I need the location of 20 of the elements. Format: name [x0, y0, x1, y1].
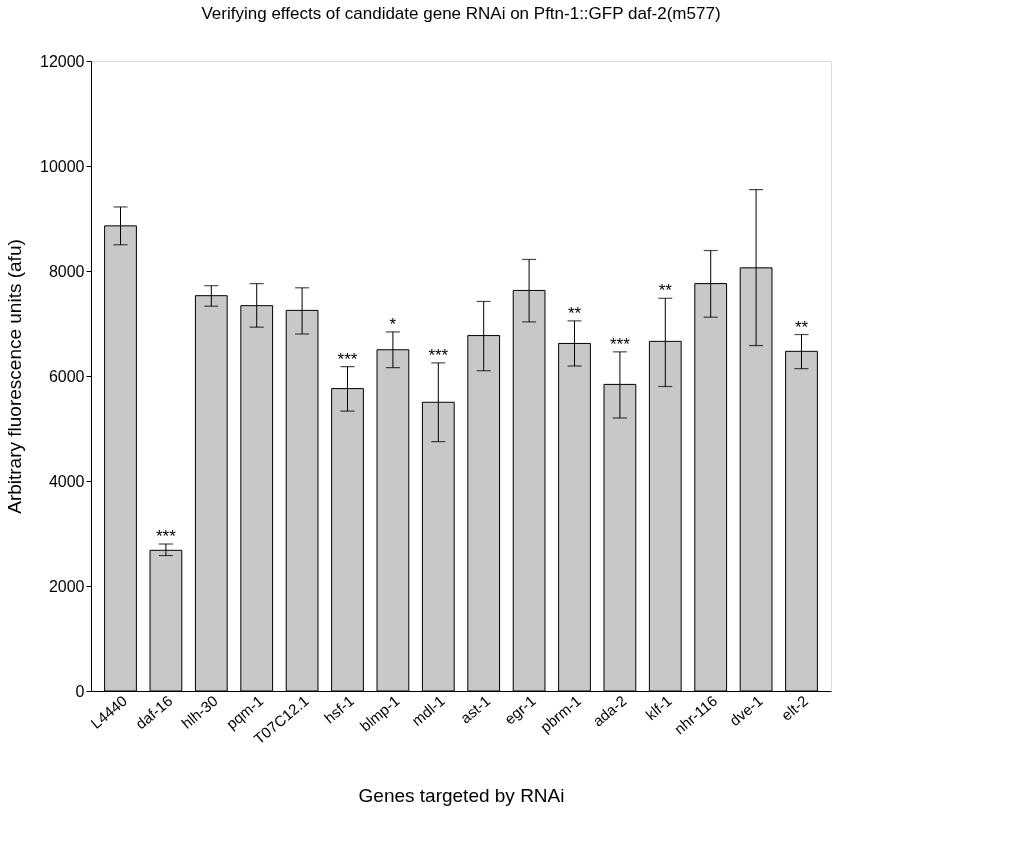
x-tick-label: elt-2 [777, 691, 812, 724]
y-tick-label: 4000 [48, 472, 85, 490]
y-tick-label: 0 [75, 682, 85, 700]
annotation: * [389, 314, 397, 334]
y-tick-label: 10000 [40, 157, 85, 175]
annotation: *** [609, 334, 631, 354]
y-tick-label: 8000 [48, 262, 85, 280]
annotation: ** [794, 317, 809, 337]
y-tick-label: 6000 [48, 367, 85, 385]
y-tick-label: 2000 [48, 577, 85, 595]
x-tick-label: klf-1 [642, 691, 675, 724]
y-axis-title: Arbitrary fluorescence units (afu) [4, 239, 26, 514]
annotation: ** [567, 303, 582, 323]
annotation: ** [658, 281, 673, 301]
annotation: *** [428, 345, 449, 365]
annotation: *** [155, 527, 177, 546]
annotation: *** [337, 349, 358, 369]
x-axis-title: Genes targeted by RNAi [358, 785, 565, 807]
y-tick-label: 12000 [40, 52, 85, 70]
chart-title: Verifying effects of candidate gene RNAi on Pftn-1::GFP daf-2(m577) [201, 4, 721, 23]
